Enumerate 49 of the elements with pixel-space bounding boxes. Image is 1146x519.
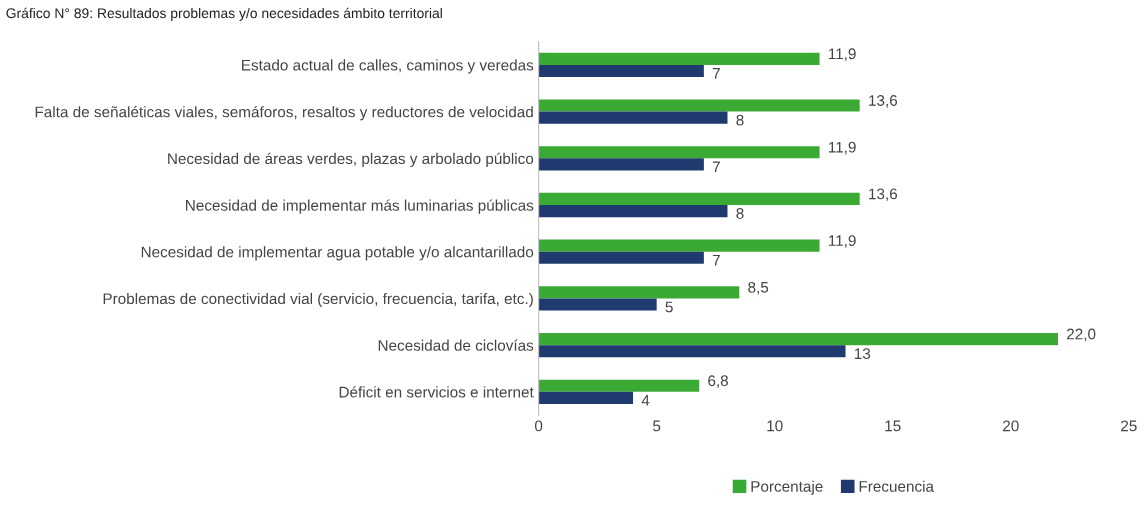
x-tick-label: 15 [885,420,901,432]
x-tick-label: 20 [1003,420,1019,432]
data-label: 7 [712,254,720,266]
x-tick-label: 25 [1121,420,1137,432]
bar [538,111,728,124]
bar [538,99,860,112]
data-label: 5 [665,301,673,313]
x-tick-label: 5 [653,420,661,432]
data-label: 4 [641,395,650,406]
bar [538,251,704,264]
y-tick-label: Necesidad de ciclovías [378,339,534,351]
y-tick-label: Falta de señaléticas viales, semáforos, resaltos y reductores de velocidad [35,105,533,121]
y-tick-label: Necesidad de áreas verdes, plazas y arbolado público [168,152,534,168]
legend-label: Frecuencia [859,480,934,492]
bar [538,345,846,358]
y-tick-label: Déficit en servicios e internet [339,386,534,398]
data-label: 11,9 [828,141,856,155]
data-label: 13 [854,348,871,360]
bar [538,192,860,206]
data-label: 7 [712,161,720,173]
bar [538,332,1058,346]
y-tick-label: Estado actual de calles, caminos y veredas [242,59,534,74]
bar [538,286,740,299]
data-label: 8 [736,208,744,219]
data-label: 8 [736,114,744,126]
data-label: 13,6 [869,95,898,108]
bar [538,239,820,252]
y-tick-label: Problemas de conectividad vial (servicio, frecuencia, tarifa, etc.) [103,292,533,308]
bar [538,205,728,218]
bar [538,64,704,78]
bar [538,52,820,65]
y-tick-label: Necesidad de implementar más luminarias públicas [186,199,534,214]
text: Gráfico N° 89: Resultados problemas y/o necesidades ámbito territorial [6,7,442,21]
bar [538,391,634,404]
data-label: 6,8 [708,375,728,388]
data-label: 22,0 [1067,328,1096,342]
data-label: 13,6 [869,188,898,202]
bar [538,379,700,392]
y-tick-label: Necesidad de implementar agua potable y/o alcantarillado [141,246,534,261]
x-tick-label: 0 [534,420,543,432]
bar [538,158,704,171]
bar [538,146,820,159]
data-label: 7 [712,68,720,79]
data-label: 11,9 [828,235,856,248]
data-label: 11,9 [828,48,856,61]
data-label: 8,5 [748,281,769,295]
bar [538,298,657,311]
x-tick-label: 10 [767,420,783,432]
legend-label: Porcentaje [751,480,823,495]
